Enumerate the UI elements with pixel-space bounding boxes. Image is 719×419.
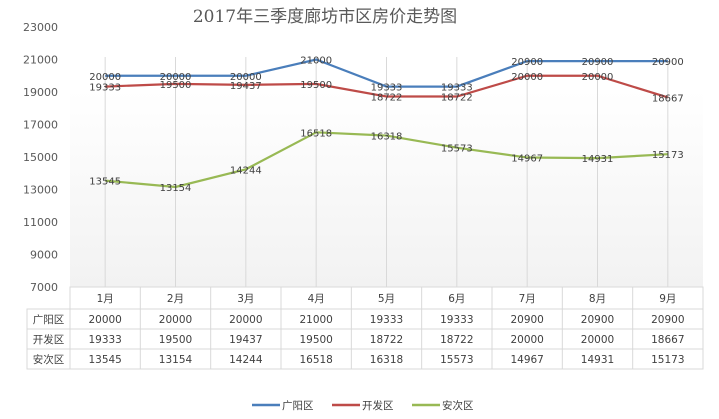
table-row-label: 开发区 <box>33 333 65 346</box>
legend-label: 开发区 <box>362 399 394 412</box>
data-label: 20000 <box>89 72 121 83</box>
table-cell: 19333 <box>370 314 403 326</box>
data-label: 18722 <box>441 93 473 104</box>
chart-title: 2017年三季度廊坊市区房价走势图 <box>193 7 457 27</box>
table-cell: 18722 <box>440 334 473 346</box>
data-label: 15573 <box>441 144 473 155</box>
data-label: 13545 <box>89 177 121 188</box>
y-tick-label: 19000 <box>23 86 58 99</box>
table-cell: 20900 <box>581 314 614 326</box>
data-label: 20000 <box>160 72 192 83</box>
table-cell: 16518 <box>299 354 332 366</box>
x-tick-label: 8月 <box>589 293 606 305</box>
y-tick-label: 13000 <box>23 184 58 197</box>
series-line-3 <box>105 131 668 189</box>
y-tick-label: 11000 <box>23 216 58 229</box>
table-row-label: 安次区 <box>33 353 65 366</box>
data-label: 19333 <box>441 83 473 94</box>
table-cell: 18722 <box>370 334 403 346</box>
table-cell: 20000 <box>510 334 543 346</box>
table-row-label: 广阳区 <box>33 314 65 326</box>
table-cell: 15173 <box>651 354 684 366</box>
data-label: 19333 <box>89 83 121 94</box>
table-cell: 14967 <box>510 354 543 366</box>
data-label: 19500 <box>300 80 332 91</box>
data-label: 19437 <box>230 81 262 92</box>
table-cell: 20000 <box>159 314 192 326</box>
y-tick-label: 21000 <box>23 54 58 67</box>
y-tick-label: 23000 <box>23 21 58 34</box>
table-cell: 13545 <box>88 354 121 366</box>
table-cell: 21000 <box>299 314 332 326</box>
y-tick-label: 17000 <box>23 119 58 132</box>
data-label: 20900 <box>511 57 543 68</box>
table-cell: 14244 <box>229 354 263 366</box>
legend-label: 安次区 <box>442 399 474 412</box>
data-label: 14244 <box>230 165 262 176</box>
x-tick-label: 7月 <box>519 293 536 305</box>
data-label: 19500 <box>160 80 192 91</box>
data-label: 20000 <box>230 72 262 83</box>
table-cell: 20900 <box>651 314 684 326</box>
data-label: 20000 <box>511 72 543 83</box>
table-cell: 20000 <box>88 314 121 326</box>
data-table <box>69 286 704 370</box>
table-cell: 19437 <box>229 334 262 346</box>
x-tick-label: 3月 <box>237 293 254 305</box>
data-label: 21000 <box>300 56 332 67</box>
data-label: 13154 <box>160 183 192 194</box>
table-cell: 20000 <box>229 314 262 326</box>
y-tick-label: 7000 <box>30 281 58 294</box>
x-tick-label: 5月 <box>378 293 395 305</box>
data-label: 14967 <box>511 154 543 165</box>
y-tick-label: 15000 <box>23 151 58 164</box>
data-label: 19333 <box>371 83 403 94</box>
data-label: 14931 <box>582 154 614 165</box>
table-cell: 15573 <box>440 354 473 366</box>
series-line-2 <box>105 74 669 99</box>
data-label: 16518 <box>300 128 332 139</box>
x-tick-label: 6月 <box>448 293 465 305</box>
data-label: 15173 <box>652 150 684 161</box>
table-cell: 19333 <box>88 334 121 346</box>
legend-label: 广阳区 <box>282 400 314 412</box>
x-tick-label: 4月 <box>308 293 325 305</box>
table-cell: 19500 <box>159 334 192 346</box>
x-tick-label: 9月 <box>659 293 676 305</box>
table-cell: 20000 <box>581 334 614 346</box>
data-label: 18667 <box>652 93 684 104</box>
table-cell: 14931 <box>581 354 614 366</box>
table-cell: 19333 <box>440 314 473 326</box>
data-label: 20900 <box>582 57 614 68</box>
table-cell: 13154 <box>159 354 193 366</box>
table-cell: 19500 <box>299 334 332 346</box>
table-cell: 20900 <box>510 314 543 326</box>
series-line-1 <box>105 58 668 88</box>
table-cell: 18667 <box>651 334 684 346</box>
data-label: 18722 <box>371 93 403 104</box>
data-label: 20900 <box>652 57 684 68</box>
x-tick-label: 1月 <box>97 293 114 305</box>
data-label: 16318 <box>371 132 403 143</box>
table-cell: 16318 <box>370 354 403 366</box>
y-tick-label: 9000 <box>30 249 58 262</box>
x-tick-label: 2月 <box>167 293 184 305</box>
data-label: 20000 <box>582 72 614 83</box>
